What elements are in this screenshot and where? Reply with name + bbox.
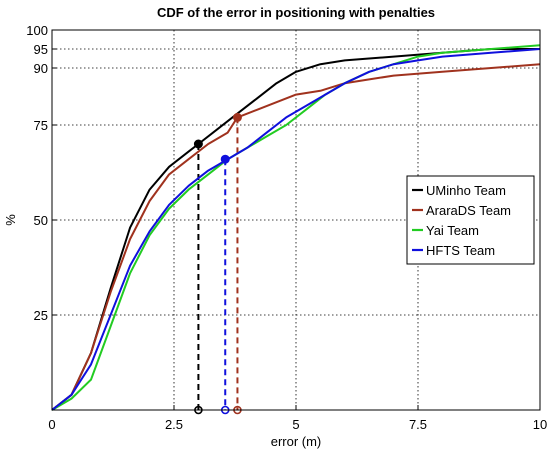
x-tick-label: 10 [533, 417, 547, 432]
series-marker [193, 139, 203, 149]
y-tick-label: 75 [34, 118, 48, 133]
legend-label: AraraDS Team [426, 203, 511, 218]
x-tick-label: 2.5 [165, 417, 183, 432]
y-axis-title: % [3, 214, 18, 226]
x-tick-label: 5 [292, 417, 299, 432]
marker-layer [193, 112, 242, 415]
series-line [51, 48, 540, 411]
legend-label: HFTS Team [426, 243, 495, 258]
legend-label: UMinho Team [426, 183, 506, 198]
series-marker [232, 112, 242, 122]
legend-label: Yai Team [426, 223, 479, 238]
series-line [51, 44, 541, 411]
chart-title: CDF of the error in positioning with pen… [157, 5, 435, 20]
y-tick-label: 50 [34, 213, 48, 228]
legend-box [406, 175, 535, 265]
x-tick-label: 0 [48, 417, 55, 432]
y-tick-label: 100 [26, 23, 48, 38]
y-tick-label: 90 [34, 61, 48, 76]
y-tick-label: 95 [34, 42, 48, 57]
series-marker [220, 154, 230, 164]
legend-items: UMinho Team AraraDS Team Yai Team HFTS Team [412, 183, 511, 258]
reference-lines [197, 117, 239, 410]
x-tick-label: 7.5 [409, 417, 427, 432]
legend: UMinho Team AraraDS Team Yai Team HFTS Team [406, 175, 535, 265]
grid-layer [52, 30, 540, 410]
x-axis-title: error (m) [271, 434, 322, 449]
y-tick-label: 25 [34, 308, 48, 323]
series-line [51, 48, 541, 411]
tick-layer: 0 2.5 5 7.5 10 25 50 75 90 95 100 [26, 23, 547, 432]
